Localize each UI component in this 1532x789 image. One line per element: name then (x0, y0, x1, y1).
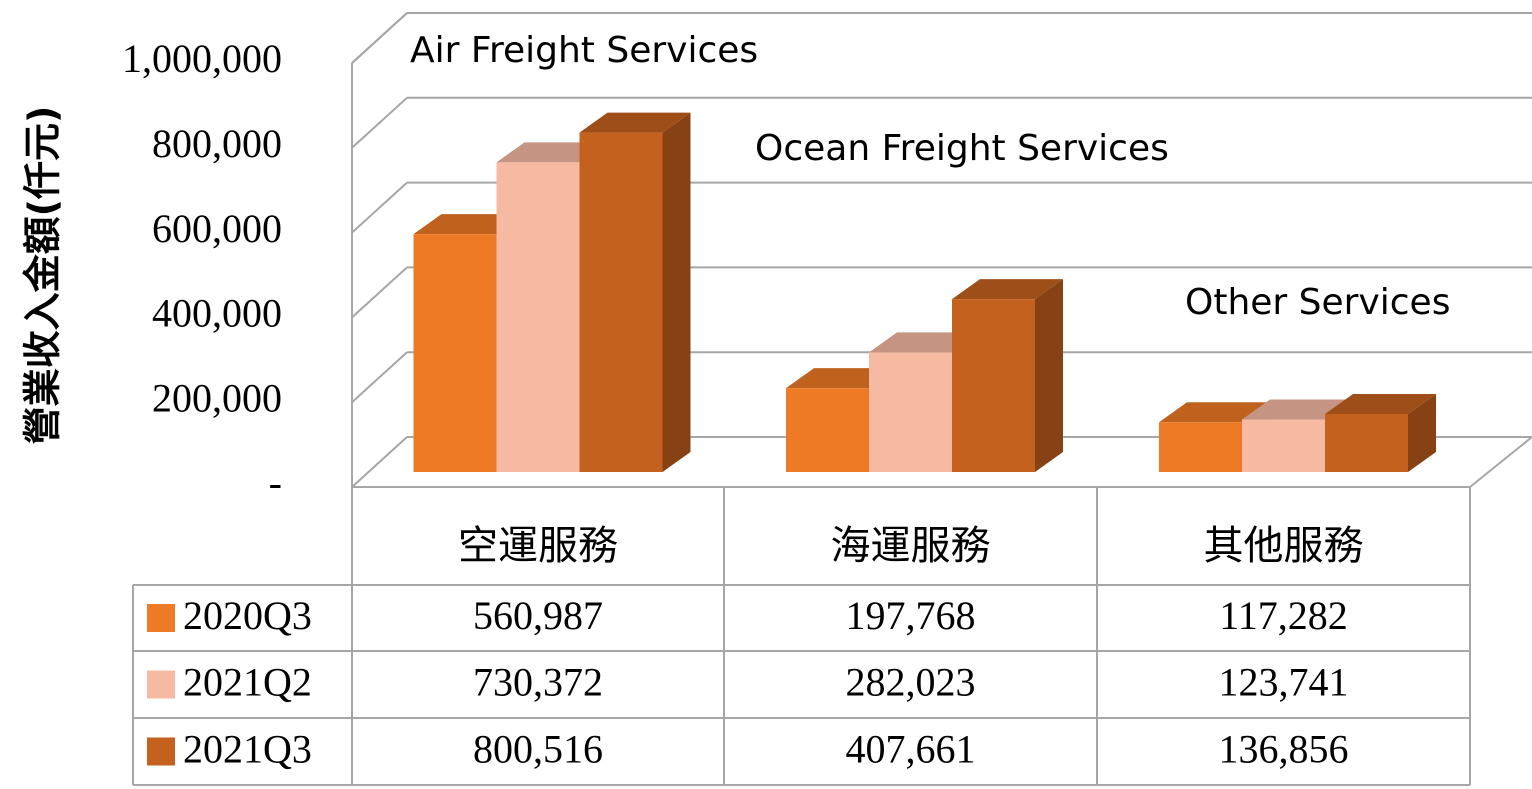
bar-side (662, 112, 691, 473)
legend-label: 2021Q3 (183, 727, 312, 772)
bar (496, 162, 580, 472)
bar (786, 388, 869, 472)
y-tick-label: 400,000 (152, 291, 282, 336)
bar-side (1035, 279, 1063, 472)
y-tick-label: 800,000 (152, 121, 282, 166)
legend-label: 2021Q2 (183, 660, 312, 705)
legend-label: 2020Q3 (183, 593, 312, 638)
grid-line (351, 266, 408, 319)
bar-side (1408, 393, 1436, 472)
legend-swatch (147, 670, 175, 699)
data-table-value: 800,516 (473, 727, 603, 772)
legend-swatch (147, 737, 175, 766)
grid-line (351, 97, 408, 149)
data-table-value: 117,282 (1219, 593, 1348, 638)
grid-line (351, 181, 408, 234)
x-tick-label: 海運服務 (831, 523, 991, 569)
data-table-value: 123,741 (1219, 660, 1349, 705)
grid-line (351, 436, 408, 488)
y-tick-label: 1,000,000 (122, 36, 282, 81)
grid-line (351, 12, 408, 64)
bar (1242, 419, 1325, 472)
bar (1325, 413, 1408, 472)
data-table-value: 560,987 (473, 593, 603, 638)
annotation: Ocean Freight Services (755, 128, 1169, 169)
data-table-value: 136,856 (1219, 727, 1349, 772)
bar (413, 234, 497, 472)
annotation: Other Services (1185, 282, 1450, 323)
data-table-value: 407,661 (846, 727, 976, 772)
bar-top (952, 279, 1063, 300)
bar-top (1159, 402, 1270, 423)
x-tick-label: 其他服務 (1204, 523, 1364, 569)
x-tick-label: 空運服務 (458, 523, 618, 569)
bar (952, 299, 1035, 472)
bar (869, 352, 952, 472)
bar-top (579, 112, 691, 133)
y-axis-label: 營業收入金額(仟元) (21, 106, 65, 445)
data-table-value: 730,372 (473, 660, 603, 705)
floor-edge (1469, 436, 1532, 488)
y-tick-label: - (269, 460, 282, 505)
bar (579, 132, 663, 472)
y-tick-label: 200,000 (152, 375, 282, 420)
bar (1159, 422, 1242, 472)
data-table-value: 197,768 (846, 593, 976, 638)
legend-swatch (147, 604, 175, 632)
data-table-value: 282,023 (846, 660, 976, 705)
bar-top (1325, 393, 1436, 414)
grid-line (351, 351, 408, 403)
annotation: Air Freight Services (410, 30, 758, 71)
y-tick-label: 600,000 (152, 206, 282, 251)
